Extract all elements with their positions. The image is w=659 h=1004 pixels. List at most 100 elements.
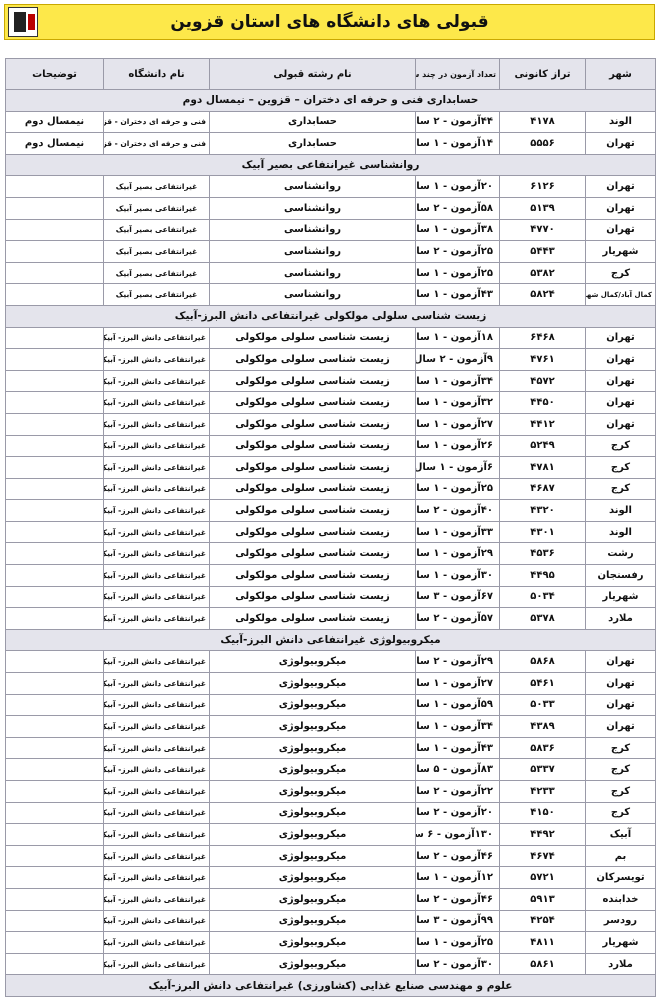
cell bbox=[5, 196, 104, 220]
cell bbox=[5, 607, 104, 630]
cell: ۵۰۳۳ bbox=[499, 693, 586, 717]
cell: ۴۶۸۷ bbox=[499, 477, 586, 501]
cell bbox=[5, 326, 104, 350]
cell: ۵۲۴۹ bbox=[499, 434, 586, 458]
cell: ۲۵آزمون - ۲ سال bbox=[415, 240, 500, 263]
cell: غیرانتفاعی دانش البرز- آبیک bbox=[103, 823, 210, 846]
cell: ۳۴آزمون - ۱ سال bbox=[415, 369, 500, 393]
cell bbox=[5, 780, 104, 803]
cell: ۵۳۸۲ bbox=[499, 261, 586, 285]
cell: زیست شناسی سلولی مولکولی bbox=[209, 607, 416, 630]
cell: میکروبیولوژی bbox=[209, 801, 416, 825]
cell bbox=[5, 240, 104, 263]
cell: ۲۵آزمون - ۱ سال bbox=[415, 261, 500, 285]
cell: ۲۶آزمون - ۱ سال bbox=[415, 434, 500, 458]
cell: کرج bbox=[585, 801, 656, 825]
cell: بم bbox=[585, 844, 656, 868]
cell: کرج bbox=[585, 780, 656, 803]
cell: ۹آزمون - ۲ سال bbox=[415, 348, 500, 371]
cell: ۴۷۷۰ bbox=[499, 218, 586, 242]
cell: میکروبیولوژی bbox=[209, 823, 416, 846]
cell: غیرانتفاعی دانش البرز- آبیک bbox=[103, 369, 210, 393]
title-banner: قبولی های دانشگاه های استان قزوین bbox=[4, 4, 655, 40]
cell: غیرانتفاعی دانش البرز- آبیک bbox=[103, 866, 210, 889]
cell: ۵۹۱۳ bbox=[499, 887, 586, 911]
cell: تویسرکان bbox=[585, 866, 656, 889]
cell bbox=[5, 715, 104, 738]
table-body: حسابداری فنی و حرفه ای دختران – قزوین – … bbox=[5, 89, 656, 997]
cell: غیرانتفاعی دانش البرز- آبیک bbox=[103, 952, 210, 976]
cell bbox=[5, 736, 104, 760]
cell: ۹۹آزمون - ۳ سال bbox=[415, 909, 500, 933]
cell: ۴۴آزمون - ۲ سال bbox=[415, 110, 500, 134]
cell: غیرانتفاعی دانش البرز- آبیک bbox=[103, 434, 210, 458]
cell bbox=[5, 434, 104, 458]
column-header: نام دانشگاه bbox=[103, 58, 210, 90]
cell: غیرانتفاعی دانش البرز- آبیک bbox=[103, 477, 210, 501]
cell: تهران bbox=[585, 412, 656, 436]
cell bbox=[5, 693, 104, 717]
cell: تهران bbox=[585, 348, 656, 371]
cell: ۲۲آزمون - ۲ سال bbox=[415, 780, 500, 803]
cell: ۵۰۳۴ bbox=[499, 585, 586, 609]
cell bbox=[5, 650, 104, 674]
cell bbox=[5, 844, 104, 868]
cell: ۴۸۱۱ bbox=[499, 931, 586, 954]
section-title: حسابداری فنی و حرفه ای دختران – قزوین – … bbox=[5, 89, 656, 112]
cell bbox=[5, 412, 104, 436]
cell: ۶۴۶۸ bbox=[499, 326, 586, 350]
cell: شهریار bbox=[585, 931, 656, 954]
cell: زیست شناسی سلولی مولکولی bbox=[209, 326, 416, 350]
cell: تهران bbox=[585, 326, 656, 350]
cell: روانشناسی bbox=[209, 175, 416, 198]
cell: نیمسال دوم bbox=[5, 110, 104, 134]
cell bbox=[5, 520, 104, 544]
cell: میکروبیولوژی bbox=[209, 844, 416, 868]
cell: ۲۹آزمون - ۱ سال bbox=[415, 542, 500, 566]
cell: ۵۹آزمون - ۱ سال bbox=[415, 693, 500, 717]
cell: زیست شناسی سلولی مولکولی bbox=[209, 348, 416, 371]
data-row: تهران ۴۷۶۱ ۹آزمون - ۲ سال زیست شناسی سلولی … bbox=[5, 348, 656, 371]
section-title: زیست شناسی سلولی مولکولی غیرانتفاعی دانش… bbox=[5, 304, 656, 328]
cell: میکروبیولوژی bbox=[209, 715, 416, 738]
cell: ۴۵۳۶ bbox=[499, 542, 586, 566]
cell: روانشناسی bbox=[209, 196, 416, 220]
cell: ۴۷۶۱ bbox=[499, 348, 586, 371]
cell: میکروبیولوژی bbox=[209, 736, 416, 760]
cell: ۵۴۶۱ bbox=[499, 672, 586, 695]
cell: ۲۰آزمون - ۱ سال bbox=[415, 175, 500, 198]
cell: ۵۷۲۱ bbox=[499, 866, 586, 889]
title: قبولی های دانشگاه های استان قزوین bbox=[170, 12, 489, 32]
cell: ۴۲۳۳ bbox=[499, 780, 586, 803]
cell: غیرانتفاعی دانش البرز- آبیک bbox=[103, 348, 210, 371]
cell bbox=[5, 952, 104, 976]
cell: ۲۵آزمون - ۱ سال bbox=[415, 931, 500, 954]
cell: میکروبیولوژی bbox=[209, 909, 416, 933]
section-row: زیست شناسی سلولی مولکولی غیرانتفاعی دانش… bbox=[5, 304, 656, 328]
cell: غیرانتفاعی دانش البرز- آبیک bbox=[103, 736, 210, 760]
cell: ۴۴۹۵ bbox=[499, 564, 586, 587]
cell: ۴۳آزمون - ۱ سال bbox=[415, 283, 500, 306]
cell: زیست شناسی سلولی مولکولی bbox=[209, 499, 416, 522]
cell: زیست شناسی سلولی مولکولی bbox=[209, 477, 416, 501]
column-header: شهر bbox=[585, 58, 656, 90]
section-row: علوم و مهندسی صنایع غذایی (کشاورزی) غیرا… bbox=[5, 974, 656, 997]
cell: تهران bbox=[585, 218, 656, 242]
cell bbox=[5, 542, 104, 566]
cell: ۴۰آزمون - ۲ سال bbox=[415, 499, 500, 522]
column-header: نام رشته قبولی bbox=[209, 58, 416, 90]
cell: میکروبیولوژی bbox=[209, 693, 416, 717]
